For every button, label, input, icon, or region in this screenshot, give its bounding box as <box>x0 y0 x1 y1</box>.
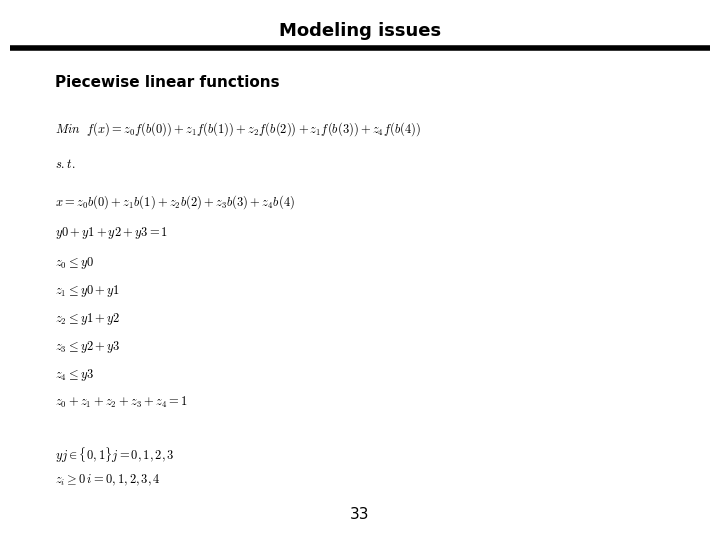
Text: $z_2 \leq y1+y2$: $z_2 \leq y1+y2$ <box>55 311 120 327</box>
Text: $x=z_0 b(0)+z_1 b(1)+z_2 b(2)+z_3 b(3)+z_4 b(4)$: $x=z_0 b(0)+z_1 b(1)+z_2 b(2)+z_3 b(3)+z… <box>55 193 295 211</box>
Text: $y0+y1+y2+y3=1$: $y0+y1+y2+y3=1$ <box>55 225 168 241</box>
Text: Piecewise linear functions: Piecewise linear functions <box>55 75 279 90</box>
Text: $z_4 \leq y3$: $z_4 \leq y3$ <box>55 367 94 383</box>
Text: $yj\in\{0,1\}j=0,1,2,3$: $yj\in\{0,1\}j=0,1,2,3$ <box>55 445 174 464</box>
Text: $z_1 \leq y0+y1$: $z_1 \leq y0+y1$ <box>55 283 120 299</box>
Text: $z_0 \leq y0$: $z_0 \leq y0$ <box>55 255 94 271</box>
Text: 33: 33 <box>350 507 370 522</box>
Text: Modeling issues: Modeling issues <box>279 22 441 40</box>
Text: $z_i\geq 0\, i=0,1,2,3,4$: $z_i\geq 0\, i=0,1,2,3,4$ <box>55 473 161 488</box>
Text: $\mathit{Min}\ \ f(x)=z_0 f(b(0))+z_1 f(b(1))+z_2 f(b(2))+z_1 f(b(3))+z_4 f(b(4): $\mathit{Min}\ \ f(x)=z_0 f(b(0))+z_1 f(… <box>55 120 421 138</box>
Text: $z_0+z_1+z_2+z_3+z_4=1$: $z_0+z_1+z_2+z_3+z_4=1$ <box>55 395 188 410</box>
Text: $\mathit{s.t.}$: $\mathit{s.t.}$ <box>55 158 76 171</box>
Text: $z_3 \leq y2+y3$: $z_3 \leq y2+y3$ <box>55 339 120 355</box>
